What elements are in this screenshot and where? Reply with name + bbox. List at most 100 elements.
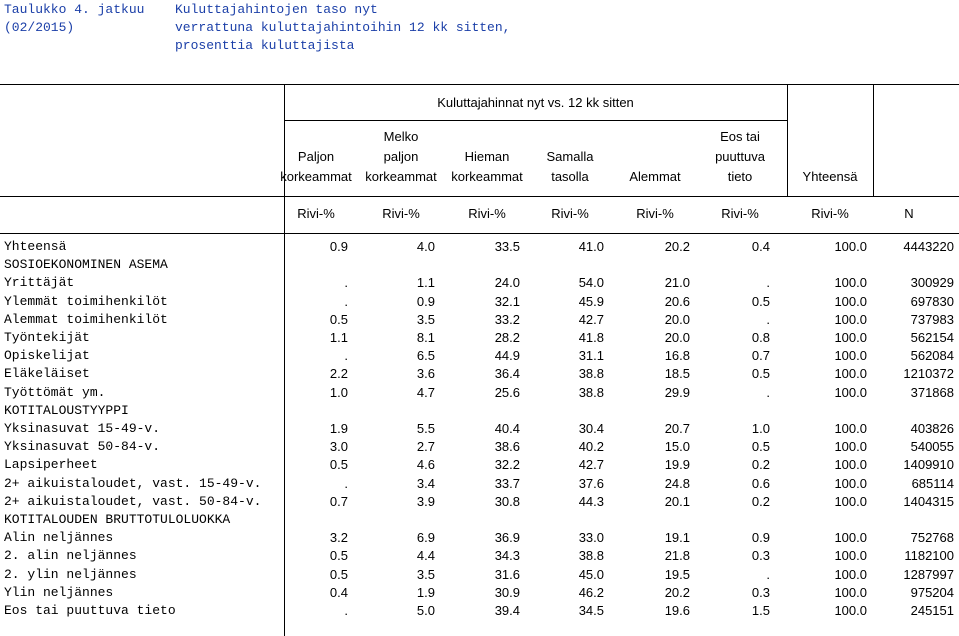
cell-n: 371868 xyxy=(910,385,954,400)
stub-divider xyxy=(284,84,285,636)
cell-value: 41.8 xyxy=(578,330,604,345)
table-row: Ylemmät toimihenkilöt. 0.9 32.1 45.9 20.6 0.5… xyxy=(0,294,959,312)
table-row: Ylin neljännes 0.4 1.9 30.9 46.2 20.2 0.3 100.0… xyxy=(0,585,959,603)
row-label: 2. ylin neljännes xyxy=(4,567,137,582)
row-label: Yksinasuvat 15-49-v. xyxy=(4,421,161,436)
cell-n: 540055 xyxy=(910,439,954,454)
cell-n: 1409910 xyxy=(903,457,954,472)
cell-value: 0.9 xyxy=(416,294,435,309)
cell-value: 20.2 xyxy=(664,239,690,254)
cell-value: 3.6 xyxy=(416,366,435,381)
cell-value: 6.5 xyxy=(416,348,435,363)
table-row: Työntekijät 1.1 8.1 28.2 41.8 20.0 0.8 100.0 562… xyxy=(0,330,959,348)
cell-value: 5.0 xyxy=(416,603,435,618)
section-row: SOSIOEKONOMINEN ASEMA xyxy=(0,257,959,275)
cell-value: 100.0 xyxy=(834,294,867,309)
table-row: Alemmat toimihenkilöt 0.5 3.5 33.2 42.7 20.0.… xyxy=(0,312,959,330)
column-header-1-line-3: korkeammat xyxy=(280,169,352,184)
cell-value: 0.4 xyxy=(751,239,770,254)
cell-value: 2.7 xyxy=(416,439,435,454)
row-label: Työttömät ym. xyxy=(4,385,106,400)
cell-value: 100.0 xyxy=(834,457,867,472)
unit-label-6: Rivi-% xyxy=(721,206,759,221)
cell-value: 19.5 xyxy=(664,567,690,582)
cell-value: 30.8 xyxy=(494,494,520,509)
cell-value: 100.0 xyxy=(834,585,867,600)
cell-value: 20.0 xyxy=(664,330,690,345)
cell-value: 0.8 xyxy=(751,330,770,345)
cell-value: 38.8 xyxy=(578,548,604,563)
cell-value: 0.5 xyxy=(329,548,348,563)
cell-value: 1.1 xyxy=(329,330,348,345)
row-label: Opiskelijat xyxy=(4,348,90,363)
cell-value: 100.0 xyxy=(834,530,867,545)
cell-n: 403826 xyxy=(910,421,954,436)
cell-value: 3.4 xyxy=(416,476,435,491)
cell-n: 562154 xyxy=(910,330,954,345)
cell-value: 5.5 xyxy=(416,421,435,436)
cell-value: 32.2 xyxy=(494,457,520,472)
cell-value: 40.4 xyxy=(494,421,520,436)
row-label: 2+ aikuistaloudet, vast. 15-49-v. xyxy=(4,476,262,491)
cell-value: 1.0 xyxy=(751,421,770,436)
cell-value: 25.6 xyxy=(494,385,520,400)
cell-value: 41.0 xyxy=(578,239,604,254)
column-header-3-line-3: korkeammat xyxy=(451,169,523,184)
cell-value: 24.8 xyxy=(664,476,690,491)
cell-value: 0.5 xyxy=(751,439,770,454)
cell-value: 3.5 xyxy=(416,312,435,327)
cell-value: 20.2 xyxy=(664,585,690,600)
row-label: Alemmat toimihenkilöt xyxy=(4,312,168,327)
cell-value: 20.6 xyxy=(664,294,690,309)
cell-value: 0.7 xyxy=(751,348,770,363)
cell-value: 33.5 xyxy=(494,239,520,254)
unit-label-1: Rivi-% xyxy=(297,206,335,221)
cell-value: . xyxy=(766,275,770,290)
cell-value: 31.6 xyxy=(494,567,520,582)
cell-value: 100.0 xyxy=(834,494,867,509)
unit-label-8: N xyxy=(904,206,914,221)
cell-value: 100.0 xyxy=(834,239,867,254)
cell-value: . xyxy=(344,476,348,491)
cell-value: 0.5 xyxy=(329,312,348,327)
cell-n: 737983 xyxy=(910,312,954,327)
cell-value: 37.6 xyxy=(578,476,604,491)
cell-value: 0.5 xyxy=(751,294,770,309)
row-label: Yhteensä xyxy=(4,239,67,254)
cell-value: 19.1 xyxy=(664,530,690,545)
cell-value: 24.0 xyxy=(494,275,520,290)
cell-value: 46.2 xyxy=(578,585,604,600)
row-label: Ylin neljännes xyxy=(4,585,114,600)
cell-value: 20.7 xyxy=(664,421,690,436)
cell-value: 100.0 xyxy=(834,476,867,491)
table-row: Yrittäjät. 1.1 24.0 54.0 21.0. 100.0 300929 xyxy=(0,275,959,293)
cell-n: 4443220 xyxy=(903,239,954,254)
cell-value: 100.0 xyxy=(834,330,867,345)
row-label: Yksinasuvat 50-84-v. xyxy=(4,439,161,454)
column-header-6-line-2: puuttuva xyxy=(715,149,765,164)
cell-value: 19.6 xyxy=(664,603,690,618)
table-title-line-2: verrattuna kuluttajahintoihin 12 kk sitt… xyxy=(175,20,511,35)
table-row: 2+ aikuistaloudet, vast. 50-84-v. 0.7 3.9 3… xyxy=(0,494,959,512)
cell-value: 38.8 xyxy=(578,385,604,400)
group-header: Kuluttajahinnat nyt vs. 12 kk sitten xyxy=(437,95,634,110)
table-row: 2+ aikuistaloudet, vast. 15-49-v.. 3.4 33.… xyxy=(0,476,959,494)
row-label: Eläkeläiset xyxy=(4,366,90,381)
cell-value: 100.0 xyxy=(834,567,867,582)
cell-value: . xyxy=(344,275,348,290)
cell-value: . xyxy=(344,603,348,618)
cell-n: 1182100 xyxy=(904,548,954,563)
column-header-4-line-2: Samalla xyxy=(546,149,594,164)
cell-value: 54.0 xyxy=(578,275,604,290)
cell-value: 0.5 xyxy=(329,567,348,582)
cell-n: 752768 xyxy=(910,530,954,545)
section-heading: KOTITALOUSTYYPPI xyxy=(4,403,129,418)
cell-value: 0.2 xyxy=(751,494,770,509)
table-title-line-1: Kuluttajahintojen taso nyt xyxy=(175,2,378,17)
cell-value: 44.3 xyxy=(578,494,604,509)
section-row: KOTITALOUDEN BRUTTOTULOLUOKKA xyxy=(0,512,959,530)
cell-value: 0.9 xyxy=(751,530,770,545)
cell-value: 1.9 xyxy=(329,421,348,436)
cell-value: 31.1 xyxy=(578,348,604,363)
cell-value: 3.2 xyxy=(329,530,348,545)
